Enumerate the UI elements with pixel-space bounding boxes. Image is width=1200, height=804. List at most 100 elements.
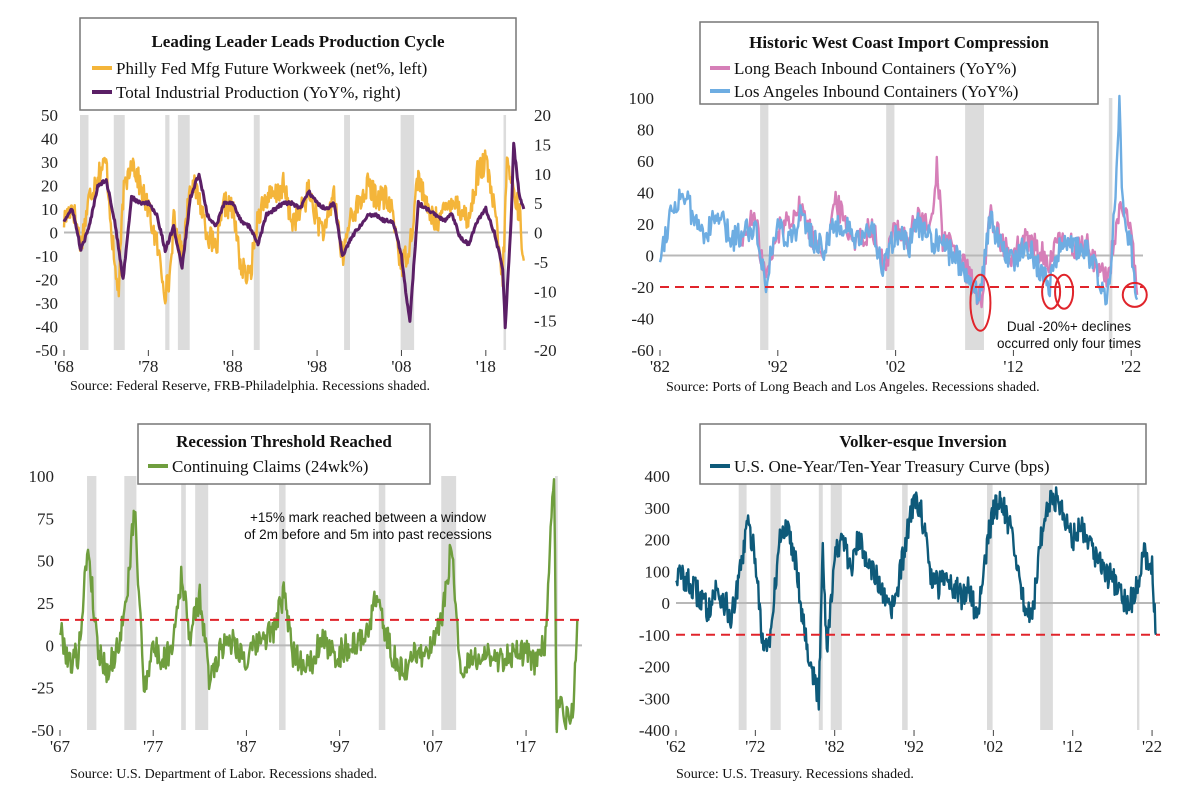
y-tick-label-ports-8: -60 xyxy=(631,341,654,360)
x-tick-label-claims-5: '17 xyxy=(516,737,537,756)
x-tick-label-philly-5: '18 xyxy=(476,357,496,376)
x-tick-label-claims-0: '67 xyxy=(50,737,71,756)
panel-philly: 50403020100-10-20-30-40-5020151050-5-10-… xyxy=(35,17,557,394)
y-tick-label-philly-8: -30 xyxy=(35,294,58,313)
legend-box-curve xyxy=(699,423,1147,485)
y2-tick-label-philly-7: -15 xyxy=(534,312,557,331)
x-tick-label-philly-1: '78 xyxy=(138,357,158,376)
legend-label-philly-fed: Philly Fed Mfg Future Workweek (net%, le… xyxy=(116,59,427,78)
source-philly: Source: Federal Reserve, FRB-Philadelphi… xyxy=(70,379,430,394)
y-tick-label-philly-3: 20 xyxy=(41,177,58,196)
annotation-circle-3 xyxy=(1121,281,1148,308)
y-tick-label-claims-0: 100 xyxy=(29,467,55,486)
y-tick-label-claims-2: 50 xyxy=(37,552,54,571)
annotation-circle-1 xyxy=(1041,273,1062,310)
y-tick-label-ports-3: 40 xyxy=(637,184,654,203)
chart-title-ports: Historic West Coast Import Compression xyxy=(749,33,1049,52)
x-tick-label-claims-4: '07 xyxy=(423,737,444,756)
y-tick-label-ports-6: -20 xyxy=(631,278,654,297)
legend-label-treasury-curve: U.S. One-Year/Ten-Year Treasury Curve (b… xyxy=(734,457,1050,476)
x-tick-label-curve-2: '82 xyxy=(825,737,845,756)
y2-tick-label-philly-4: 0 xyxy=(534,224,543,243)
y-tick-label-curve-6: -200 xyxy=(639,658,670,677)
y-tick-label-philly-0: 50 xyxy=(41,106,58,125)
chart-title-claims: Recession Threshold Reached xyxy=(176,432,392,451)
y-tick-label-curve-8: -400 xyxy=(639,721,670,740)
y2-tick-label-philly-6: -10 xyxy=(534,282,557,301)
annotation-ports-line-2: occurred only four times xyxy=(997,336,1141,351)
chart-title-curve: Volker-esque Inversion xyxy=(839,432,1007,451)
y-tick-label-philly-1: 40 xyxy=(41,130,58,149)
recession-band-ports-0 xyxy=(760,98,769,350)
series-line-philly-0 xyxy=(62,149,525,305)
x-tick-label-ports-3: '12 xyxy=(1003,357,1023,376)
y-tick-label-curve-7: -300 xyxy=(639,689,670,708)
y-tick-label-curve-4: 0 xyxy=(662,594,671,613)
y-tick-label-philly-4: 10 xyxy=(41,200,58,219)
x-tick-label-claims-2: '87 xyxy=(236,737,257,756)
legend-box-claims xyxy=(137,423,431,485)
recession-band-claims-6 xyxy=(441,476,457,730)
series-line-ports-0 xyxy=(741,155,1139,309)
y-tick-label-claims-3: 25 xyxy=(37,594,54,613)
x-tick-label-philly-3: '98 xyxy=(307,357,327,376)
recession-band-claims-2 xyxy=(181,476,186,730)
panel-ports: 100 80 60 40 20 0 -20 -40 -60'82 '92 '02 '12 '22 His… xyxy=(629,21,1148,395)
legend-label-long-beach: Long Beach Inbound Containers (YoY%) xyxy=(734,59,1017,78)
source-ports: Source: Ports of Long Beach and Los Ange… xyxy=(666,380,1040,395)
legend-box-ports xyxy=(699,21,1099,105)
y2-tick-label-philly-2: 10 xyxy=(534,165,551,184)
x-tick-label-philly-4: '08 xyxy=(391,357,411,376)
legend-box-philly xyxy=(79,17,517,111)
x-tick-label-claims-1: '77 xyxy=(143,737,164,756)
y-tick-label-claims-5: -25 xyxy=(31,679,54,698)
annotation-ports-line-1: Dual -20%+ declines xyxy=(1007,319,1131,334)
y-tick-label-ports-5: 0 xyxy=(646,247,655,266)
y2-tick-label-philly-1: 15 xyxy=(534,135,551,154)
x-tick-label-curve-3: '92 xyxy=(904,737,924,756)
y-tick-label-curve-3: 100 xyxy=(645,562,671,581)
y2-tick-label-philly-3: 5 xyxy=(534,194,543,213)
y-tick-label-ports-4: 20 xyxy=(637,215,654,234)
annotation-circle-0 xyxy=(969,273,992,332)
panel-claims: 100 75 50 25 0 -25 -50'67 '77 '87 '97 '07 '17 Reces… xyxy=(29,423,582,782)
legend-label-industrial-production: Total Industrial Production (YoY%, right… xyxy=(116,83,401,102)
recession-band-ports-1 xyxy=(886,98,895,350)
y-tick-label-philly-6: -10 xyxy=(35,247,58,266)
annotation-claims-line-1: +15% mark reached between a window xyxy=(250,510,486,525)
x-tick-label-philly-2: '88 xyxy=(223,357,243,376)
y-tick-label-ports-1: 80 xyxy=(637,121,654,140)
series-line-claims-0 xyxy=(58,478,579,734)
recession-band-ports-2 xyxy=(965,98,984,350)
x-tick-label-curve-0: '62 xyxy=(666,737,686,756)
x-tick-label-curve-1: '72 xyxy=(745,737,765,756)
x-tick-label-ports-2: '02 xyxy=(886,357,906,376)
x-tick-label-ports-0: '82 xyxy=(650,357,670,376)
legend-label-los-angeles: Los Angeles Inbound Containers (YoY%) xyxy=(734,82,1018,101)
y-tick-label-philly-9: -40 xyxy=(35,318,58,337)
y-tick-label-ports-7: -40 xyxy=(631,310,654,329)
recession-band-ports-3 xyxy=(1108,98,1113,350)
y-tick-label-philly-10: -50 xyxy=(35,341,58,360)
x-tick-label-claims-3: '97 xyxy=(330,737,351,756)
y-tick-label-philly-5: 0 xyxy=(50,224,59,243)
recession-band-claims-5 xyxy=(378,476,386,730)
annotation-claims-line-2: of 2m before and 5m into past recessions xyxy=(244,527,492,542)
y-tick-label-philly-2: 30 xyxy=(41,153,58,172)
chart-title-philly: Leading Leader Leads Production Cycle xyxy=(151,32,445,51)
y-tick-label-claims-4: 0 xyxy=(46,636,55,655)
series-line-curve-0 xyxy=(675,486,1158,711)
y-tick-label-philly-7: -20 xyxy=(35,271,58,290)
y2-tick-label-philly-8: -20 xyxy=(534,341,557,360)
source-curve: Source: U.S. Treasury. Recessions shaded… xyxy=(676,767,914,782)
panel-curve: 400 300 200 100 0 -100 -200 -300 -400'62 '72 '82 '9… xyxy=(639,423,1162,782)
y2-tick-label-philly-5: -5 xyxy=(534,253,548,272)
x-tick-label-curve-5: '12 xyxy=(1063,737,1083,756)
y-tick-label-claims-1: 75 xyxy=(37,509,54,528)
x-tick-label-ports-4: '22 xyxy=(1121,357,1141,376)
series-line-ports-1 xyxy=(658,94,1139,306)
y2-tick-label-philly-0: 20 xyxy=(534,106,551,125)
y-tick-label-curve-1: 300 xyxy=(645,499,671,518)
x-tick-label-curve-4: '02 xyxy=(983,737,1003,756)
